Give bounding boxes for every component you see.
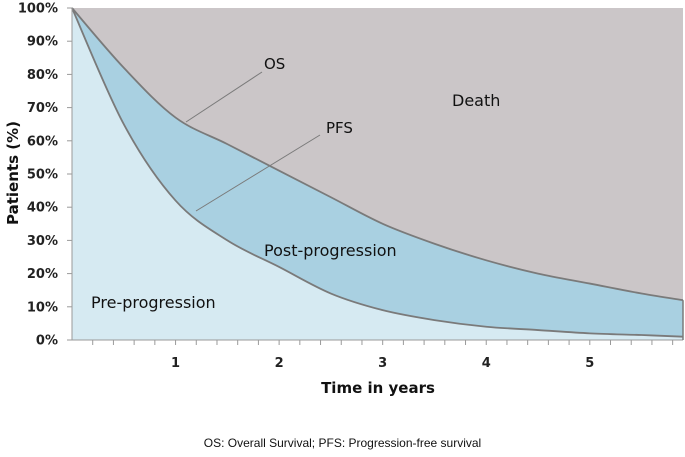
y-tick-label: 60% [27,134,58,149]
y-tick-label: 70% [27,101,58,116]
os-label: OS [264,55,285,73]
x-tick-label: 2 [275,356,284,371]
y-tick-label: 10% [27,300,58,315]
x-tick-label: 1 [171,356,180,371]
x-tick-label: 3 [378,356,387,371]
x-tick-label: 5 [585,356,594,371]
x-tick-label: 4 [482,356,491,371]
os-curve [71,7,684,302]
y-tick-label: 50% [27,168,58,183]
y-axis-title: Patients (%) [4,121,22,225]
y-axis-ticks: 0% 10% 20% 30% 40% 50% 60% 70% 80% 90% 100% [18,2,72,349]
pfs-label: PFS [326,119,353,137]
pre-progression-region [72,8,683,340]
y-tick-label: 80% [27,68,58,83]
pfs-leader-line [195,134,321,212]
y-tick-label: 90% [27,35,58,50]
x-axis-title: Time in years [321,379,435,397]
y-tick-label: 100% [18,2,58,17]
x-axis-ticks: 1 2 3 4 5 [92,340,674,371]
figure-caption: OS: Overall Survival; PFS: Progression-f… [203,436,482,450]
post-progression-label: Post-progression [264,241,397,260]
y-tick-label: 20% [27,267,58,282]
pfs-curve [71,7,684,338]
y-tick-label: 30% [27,234,58,249]
y-tick-label: 0% [36,334,58,349]
y-tick-label: 40% [27,201,58,216]
post-progression-region [72,8,683,337]
pre-progression-label: Pre-progression [91,293,216,312]
os-leader-line [185,71,263,123]
death-label: Death [452,91,500,110]
death-region [72,8,683,301]
